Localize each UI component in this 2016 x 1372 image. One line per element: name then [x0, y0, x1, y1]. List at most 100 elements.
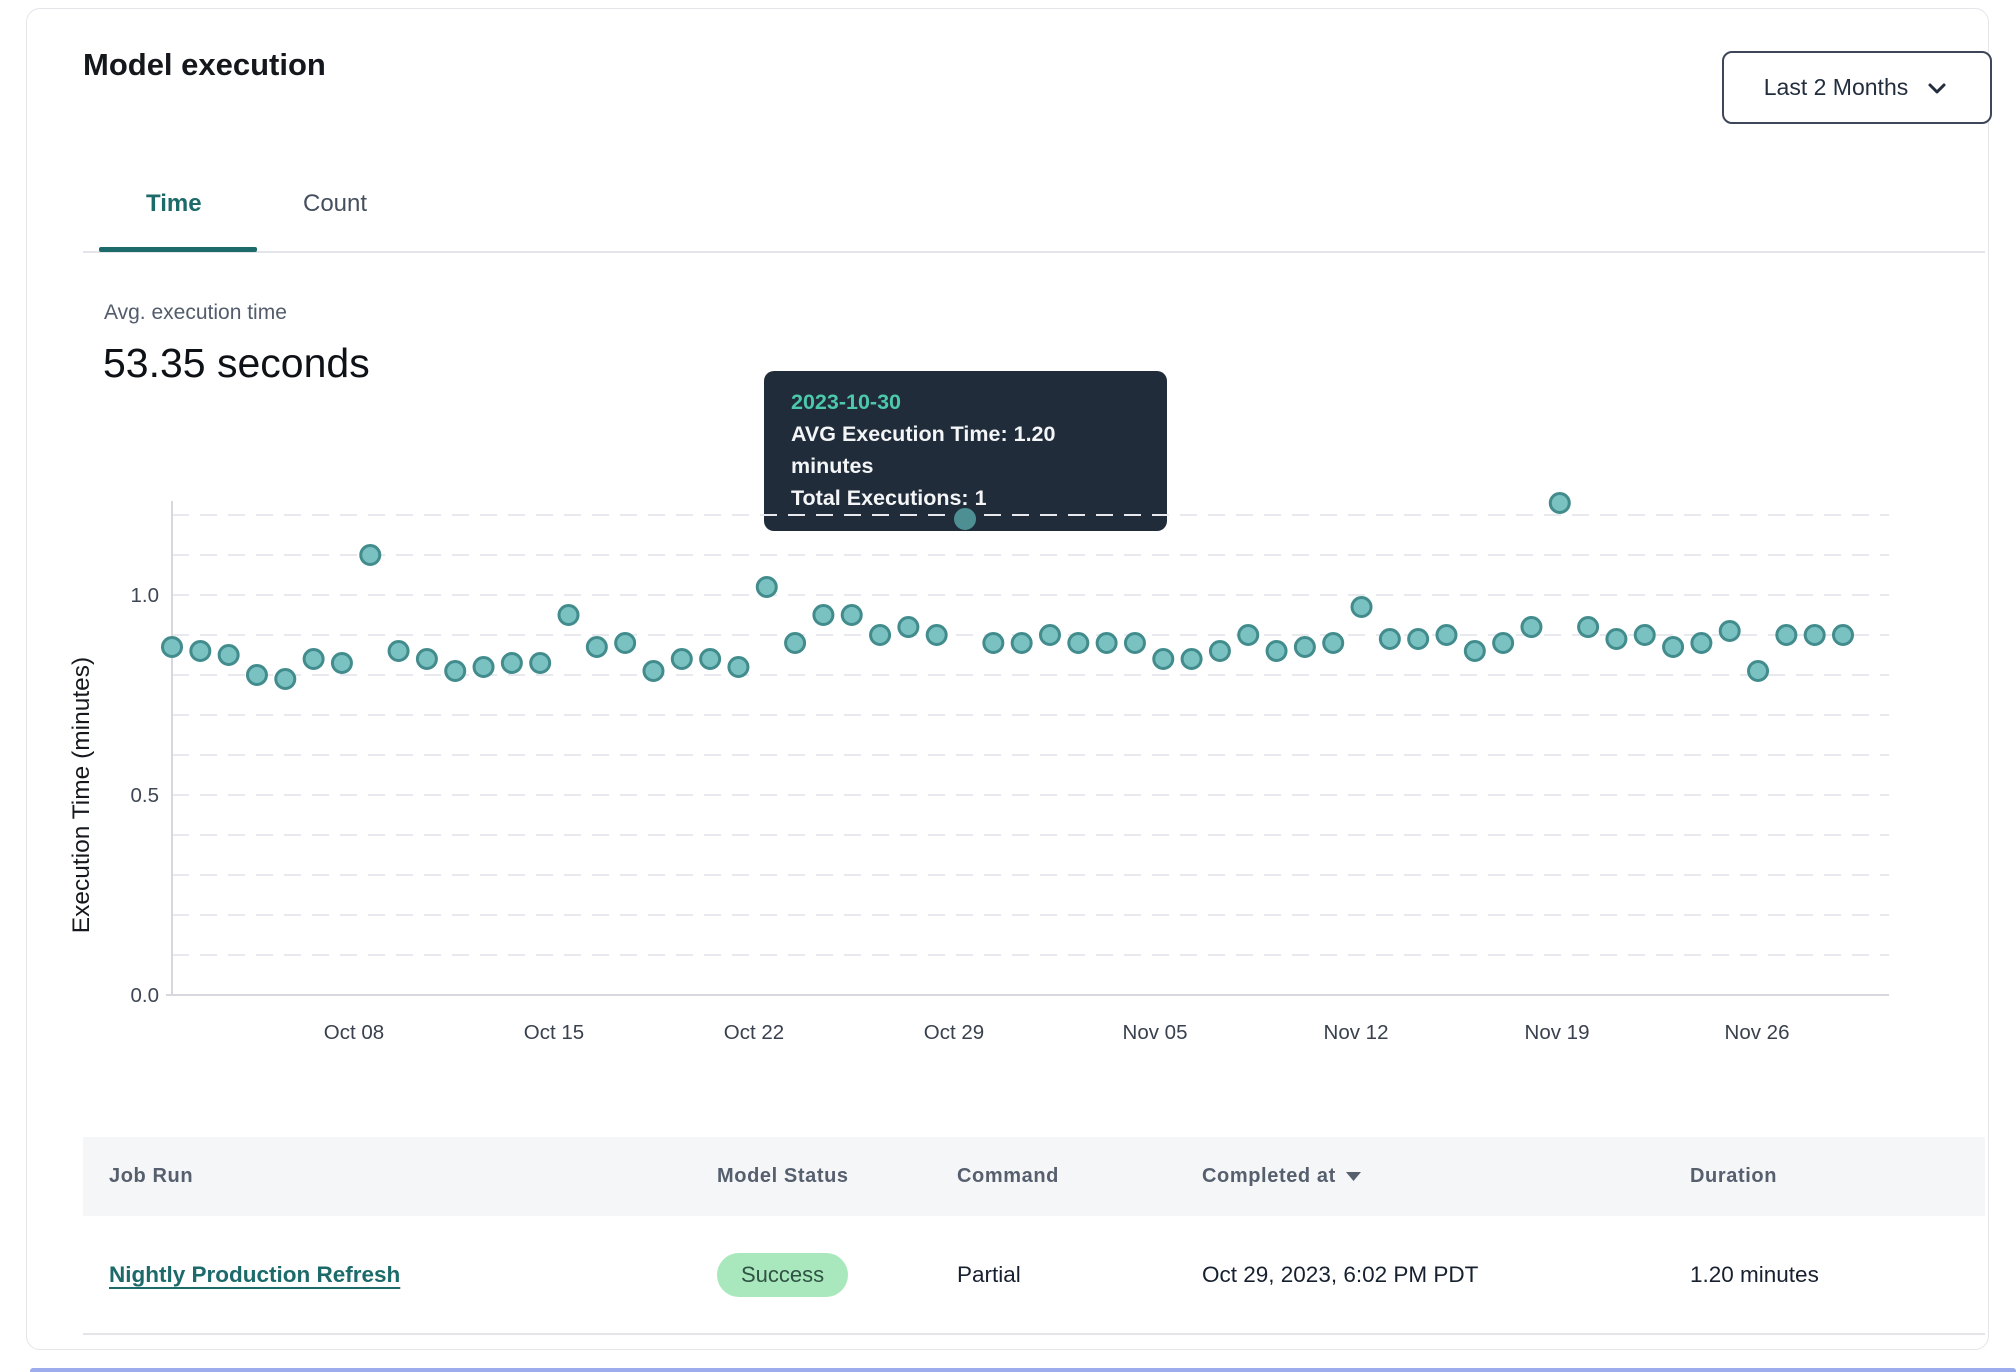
data-point[interactable] — [444, 660, 467, 682]
data-point[interactable] — [869, 624, 892, 646]
data-point[interactable] — [585, 636, 608, 658]
data-point[interactable] — [1492, 632, 1515, 654]
table-row: Nightly Production Refresh Success Parti… — [83, 1216, 1985, 1335]
data-point[interactable] — [161, 636, 183, 658]
x-tick-label: Nov 12 — [1324, 1021, 1389, 1044]
chevron-down-icon — [1928, 83, 1946, 93]
data-point[interactable] — [1718, 620, 1741, 642]
x-tick-label: Oct 15 — [524, 1021, 584, 1044]
data-point[interactable] — [1010, 632, 1033, 654]
data-point[interactable] — [1832, 624, 1854, 646]
page-title: Model execution — [83, 47, 326, 82]
data-point[interactable] — [982, 632, 1005, 654]
data-point[interactable] — [1123, 632, 1146, 654]
data-point[interactable] — [330, 652, 353, 674]
data-point[interactable] — [1038, 624, 1061, 646]
x-tick-label: Nov 05 — [1123, 1021, 1188, 1044]
column-header-duration[interactable]: Duration — [1690, 1165, 1778, 1187]
data-point[interactable] — [1208, 640, 1231, 662]
model-execution-card: Model execution Last 2 Months Time Count… — [26, 8, 1992, 1350]
tooltip-avg-execution-time: AVG Execution Time: 1.20 minutes — [791, 422, 1056, 478]
data-point[interactable] — [1350, 596, 1373, 618]
data-point[interactable] — [500, 652, 523, 674]
data-point[interactable] — [472, 656, 495, 678]
data-point[interactable] — [1803, 624, 1826, 646]
y-tick-label: 0.5 — [131, 784, 160, 807]
x-tick-label: Nov 19 — [1525, 1021, 1590, 1044]
data-point[interactable] — [1520, 616, 1543, 638]
data-point[interactable] — [1662, 636, 1685, 658]
data-point[interactable] — [529, 652, 552, 674]
data-point[interactable] — [1463, 640, 1486, 662]
data-point[interactable] — [1237, 624, 1260, 646]
date-range-dropdown[interactable]: Last 2 Months — [1722, 51, 1992, 124]
data-point[interactable] — [1633, 624, 1656, 646]
duration-cell: 1.20 minutes — [1690, 1261, 1819, 1287]
y-tick-label: 1.0 — [131, 584, 160, 607]
data-point[interactable] — [1180, 648, 1203, 670]
data-point[interactable] — [755, 576, 778, 598]
data-point[interactable] — [1577, 616, 1600, 638]
data-point[interactable] — [897, 616, 920, 638]
tab-time[interactable]: Time — [146, 190, 202, 217]
data-point[interactable] — [925, 624, 948, 646]
y-tick-label: 0.0 — [131, 984, 160, 1007]
job-run-link[interactable]: Nightly Production Refresh — [109, 1261, 401, 1287]
data-point[interactable] — [1322, 632, 1345, 654]
data-point[interactable] — [614, 632, 637, 654]
column-header-model-status[interactable]: Model Status — [717, 1165, 849, 1187]
completed-at-cell: Oct 29, 2023, 6:02 PM PDT — [1202, 1261, 1479, 1287]
tooltip-date: 2023-10-30 — [791, 390, 901, 414]
table-header-row: Job Run Model Status Command Completed a… — [83, 1137, 1985, 1216]
tab-count[interactable]: Count — [303, 190, 368, 217]
execution-time-scatter-chart[interactable]: 1.0 0.5 0.0 Execution Time (minutes) Oct 08 O… — [67, 479, 1947, 1069]
data-point[interactable] — [1605, 628, 1628, 650]
y-axis-label: Execution Time (minutes) — [68, 657, 95, 933]
avg-execution-time-value: 53.35 seconds — [103, 340, 370, 386]
data-point[interactable] — [274, 668, 297, 690]
data-point[interactable] — [1067, 632, 1090, 654]
column-header-job-run[interactable]: Job Run — [109, 1165, 194, 1187]
data-point[interactable] — [1095, 632, 1118, 654]
data-point[interactable] — [642, 660, 665, 682]
data-point[interactable] — [302, 648, 325, 670]
data-point[interactable] — [812, 604, 835, 626]
data-point[interactable] — [359, 544, 382, 566]
data-point[interactable] — [670, 648, 693, 670]
tabs-divider — [83, 251, 1985, 253]
data-point[interactable] — [557, 604, 580, 626]
next-section-top-border — [30, 1368, 2016, 1372]
avg-execution-time-label: Avg. execution time — [104, 301, 287, 324]
data-point[interactable] — [415, 648, 438, 670]
data-point[interactable] — [784, 632, 807, 654]
data-point[interactable] — [1435, 624, 1458, 646]
sort-desc-icon — [1345, 1137, 1361, 1216]
x-tick-label: Nov 26 — [1725, 1021, 1790, 1044]
data-point[interactable] — [387, 640, 410, 662]
status-badge: Success — [717, 1252, 849, 1297]
data-point[interactable] — [1548, 492, 1571, 514]
data-point[interactable] — [1775, 624, 1798, 646]
active-tab-underline — [99, 247, 257, 252]
data-point[interactable] — [1690, 632, 1713, 654]
data-point-highlighted[interactable] — [954, 508, 977, 530]
x-tick-label: Oct 29 — [924, 1021, 984, 1044]
data-point[interactable] — [1265, 640, 1288, 662]
chart-tooltip: 2023-10-30 AVG Execution Time: 1.20 minu… — [764, 371, 1167, 531]
data-point[interactable] — [1747, 660, 1770, 682]
column-header-command[interactable]: Command — [957, 1165, 1059, 1187]
data-point[interactable] — [1378, 628, 1401, 650]
data-point[interactable] — [245, 664, 268, 686]
data-point[interactable] — [1152, 648, 1175, 670]
data-point[interactable] — [1293, 636, 1316, 658]
data-point[interactable] — [727, 656, 750, 678]
date-range-label: Last 2 Months — [1763, 74, 1909, 100]
data-point[interactable] — [1407, 628, 1430, 650]
data-point[interactable] — [189, 640, 212, 662]
data-point[interactable] — [699, 648, 722, 670]
x-tick-label: Oct 22 — [724, 1021, 784, 1044]
data-point[interactable] — [217, 644, 240, 666]
column-header-completed-at[interactable]: Completed at — [1202, 1137, 1361, 1216]
data-point[interactable] — [840, 604, 863, 626]
command-cell: Partial — [957, 1261, 1021, 1287]
